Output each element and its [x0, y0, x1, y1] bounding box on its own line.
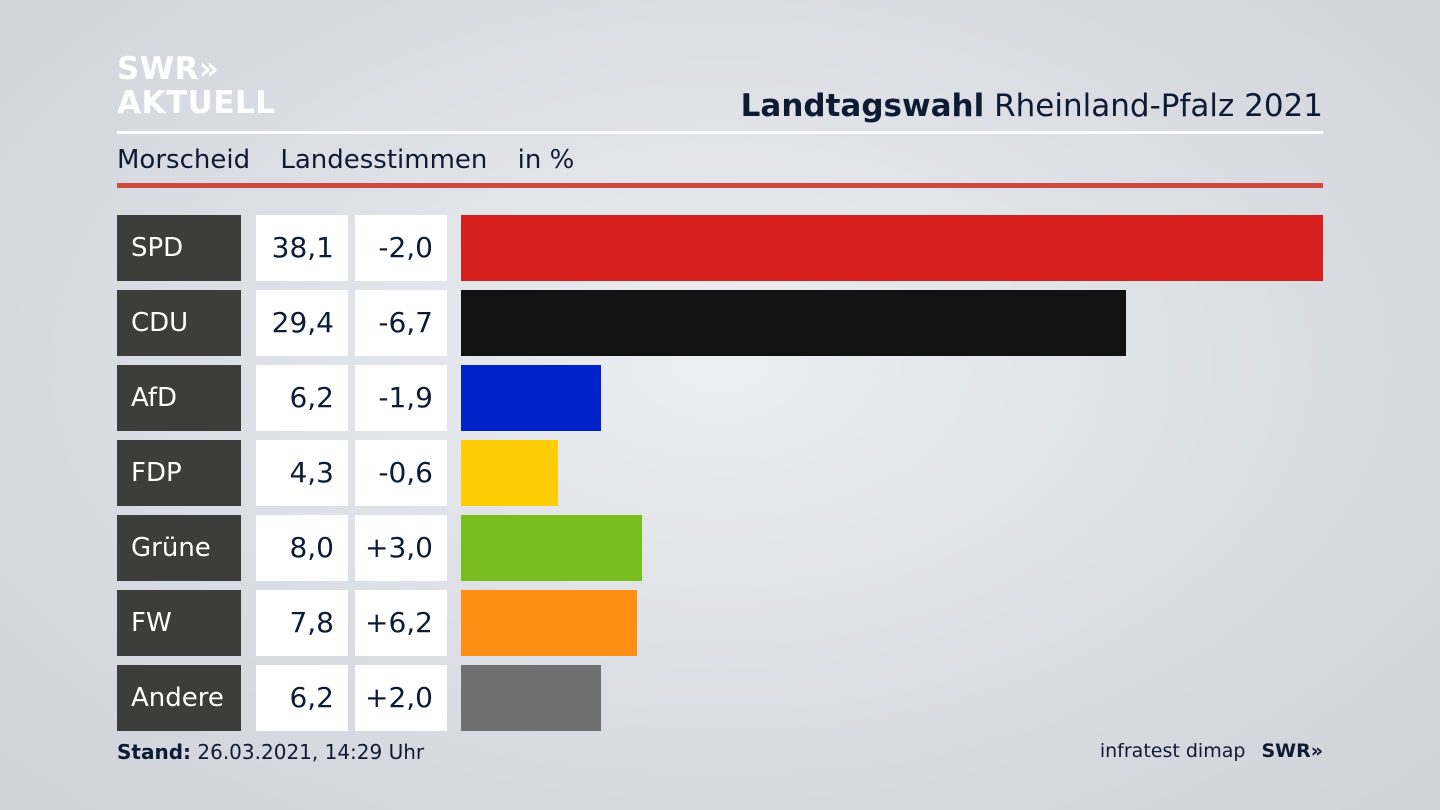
value-label: 6,2 — [256, 665, 348, 731]
bar — [461, 215, 1323, 281]
diff-label: -1,9 — [355, 365, 447, 431]
logo-line-2: AKTUELL — [117, 85, 276, 121]
value-label: 6,2 — [256, 365, 348, 431]
diff-label: +6,2 — [355, 590, 447, 656]
party-label: FDP — [117, 440, 241, 506]
title-rest: Rheinland-Pfalz 2021 — [994, 88, 1323, 124]
subtitle-unit: in % — [517, 145, 575, 175]
stand-label: Stand: — [117, 740, 192, 764]
bar-row: Andere 6,2 +2,0 — [117, 665, 1323, 731]
party-label: Grüne — [117, 515, 241, 581]
source-label: infratest dimap — [1099, 740, 1246, 762]
party-label: SPD — [117, 215, 241, 281]
swr-brand-logo: SWR» — [1261, 740, 1323, 762]
diff-label: -6,7 — [355, 290, 447, 356]
stand-value: 26.03.2021, 14:29 Uhr — [197, 740, 425, 764]
bar-row: CDU 29,4 -6,7 — [117, 290, 1323, 356]
title-bold: Landtagswahl — [740, 88, 985, 124]
chart-title: Landtagswahl Rheinland-Pfalz 2021 — [741, 88, 1323, 124]
party-label: AfD — [117, 365, 241, 431]
bar — [461, 665, 602, 731]
logo-line-1: SWR» — [117, 51, 220, 87]
diff-label: +3,0 — [355, 515, 447, 581]
header-divider — [117, 131, 1323, 134]
bar-row: AfD 6,2 -1,9 — [117, 365, 1323, 431]
swr-aktuell-logo: SWR» AKTUELL — [117, 54, 276, 119]
party-label: CDU — [117, 290, 241, 356]
subtitle-measure: Landesstimmen — [280, 145, 488, 175]
bar — [461, 365, 602, 431]
accent-divider — [117, 183, 1323, 188]
bar-row: SPD 38,1 -2,0 — [117, 215, 1323, 281]
diff-label: +2,0 — [355, 665, 447, 731]
bar — [461, 440, 559, 506]
value-label: 7,8 — [256, 590, 348, 656]
diff-label: -0,6 — [355, 440, 447, 506]
bar — [461, 590, 638, 656]
source-credit: infratest dimap SWR» — [1100, 740, 1323, 762]
value-label: 4,3 — [256, 440, 348, 506]
subtitle-place: Morscheid — [117, 145, 251, 175]
timestamp: Stand: 26.03.2021, 14:29 Uhr — [117, 740, 424, 764]
bar — [461, 515, 642, 581]
party-label: Andere — [117, 665, 241, 731]
bar-row: Grüne 8,0 +3,0 — [117, 515, 1323, 581]
bar — [461, 290, 1127, 356]
chart-subtitle: Morscheid Landesstimmen in % — [117, 145, 596, 175]
value-label: 8,0 — [256, 515, 348, 581]
diff-label: -2,0 — [355, 215, 447, 281]
value-label: 38,1 — [256, 215, 348, 281]
party-label: FW — [117, 590, 241, 656]
bar-row: FDP 4,3 -0,6 — [117, 440, 1323, 506]
value-label: 29,4 — [256, 290, 348, 356]
bar-row: FW 7,8 +6,2 — [117, 590, 1323, 656]
